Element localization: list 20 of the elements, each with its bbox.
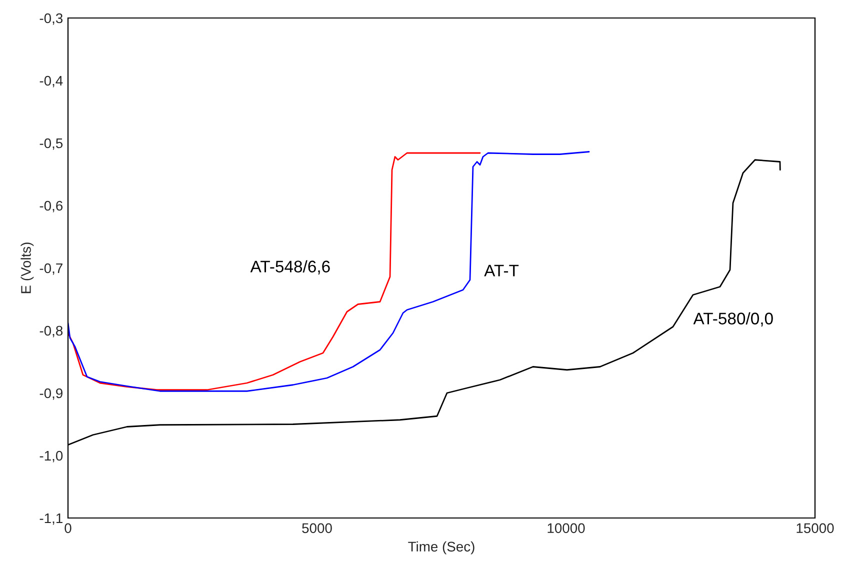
- y-tick-label: -0,6: [40, 200, 63, 212]
- x-axis-title: Time (Sec): [408, 541, 474, 554]
- y-tick-label: -0,8: [40, 326, 63, 338]
- line-series: [68, 151, 590, 392]
- x-tick-label: 5000: [302, 523, 332, 534]
- x-tick-label: 15000: [796, 523, 834, 534]
- y-tick-label: -0,5: [40, 138, 63, 150]
- y-tick-label: -1,1: [40, 513, 62, 525]
- y-tick-label: -0,3: [40, 13, 63, 25]
- x-tick-label: 10000: [548, 523, 585, 534]
- y-tick-label: -0,9: [40, 388, 62, 400]
- y-tick-label: -0,4: [40, 76, 63, 88]
- series-label: AT-580/0,0: [693, 312, 773, 326]
- y-tick-label: -1,0: [40, 450, 63, 462]
- text: AT-548/6,6: [250, 260, 330, 274]
- series-label: AT-T: [484, 264, 519, 276]
- x-tick-label: 0: [64, 523, 72, 534]
- y-tick-label: -0,7: [40, 263, 62, 275]
- line-series: [68, 152, 481, 391]
- y-axis-title: E (Volts): [20, 242, 34, 294]
